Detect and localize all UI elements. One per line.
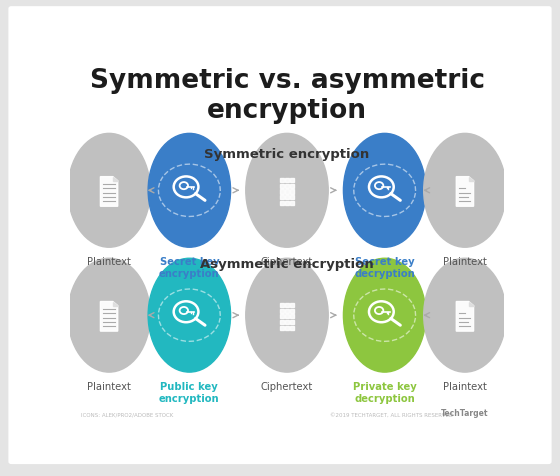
Ellipse shape (246, 134, 328, 248)
Polygon shape (456, 177, 474, 207)
Bar (280, 320, 283, 325)
Polygon shape (100, 302, 118, 331)
Text: TechTarget: TechTarget (441, 408, 489, 417)
Bar (280, 190, 283, 194)
Bar (291, 196, 294, 200)
Text: Asymmetric encryption: Asymmetric encryption (200, 258, 374, 271)
Polygon shape (456, 302, 474, 331)
Ellipse shape (424, 134, 506, 248)
Bar (285, 184, 289, 188)
Bar (291, 320, 294, 325)
Bar (285, 201, 289, 206)
Bar (291, 190, 294, 194)
Ellipse shape (148, 134, 231, 248)
Bar (280, 326, 283, 330)
Text: Ciphertext: Ciphertext (261, 381, 313, 391)
Text: Plaintext: Plaintext (443, 257, 487, 267)
Bar (280, 184, 283, 188)
Bar (280, 309, 283, 313)
Bar (285, 303, 289, 307)
Ellipse shape (68, 134, 150, 248)
Bar (285, 326, 289, 330)
Ellipse shape (68, 259, 150, 372)
Bar (291, 326, 294, 330)
Ellipse shape (246, 259, 328, 372)
Ellipse shape (343, 134, 426, 248)
Polygon shape (469, 302, 474, 306)
Bar (285, 190, 289, 194)
Ellipse shape (424, 259, 506, 372)
Polygon shape (113, 302, 118, 306)
Bar (285, 320, 289, 325)
Bar (291, 178, 294, 183)
Polygon shape (469, 177, 474, 181)
Bar (291, 315, 294, 319)
Polygon shape (113, 177, 118, 181)
Text: Plaintext: Plaintext (87, 381, 131, 391)
Bar (280, 196, 283, 200)
Bar (291, 303, 294, 307)
Bar (280, 201, 283, 206)
Bar (291, 184, 294, 188)
Text: Secret key
encryption: Secret key encryption (159, 257, 220, 278)
Text: Symmetric encryption: Symmetric encryption (204, 148, 370, 161)
Text: Plaintext: Plaintext (87, 257, 131, 267)
Text: ©2019 TECHTARGET, ALL RIGHTS RESERVED: ©2019 TECHTARGET, ALL RIGHTS RESERVED (330, 412, 454, 417)
Bar (285, 315, 289, 319)
Bar (285, 196, 289, 200)
Bar (291, 201, 294, 206)
Bar (280, 303, 283, 307)
Text: Secret key
decryption: Secret key decryption (354, 257, 415, 278)
Bar (291, 309, 294, 313)
Bar (280, 178, 283, 183)
Text: Plaintext: Plaintext (443, 381, 487, 391)
Ellipse shape (343, 259, 426, 372)
Ellipse shape (148, 259, 231, 372)
Text: ICONS: ALEK/PRO2/ADOBE STOCK: ICONS: ALEK/PRO2/ADOBE STOCK (81, 412, 173, 417)
Bar (285, 178, 289, 183)
Bar (280, 315, 283, 319)
Polygon shape (100, 177, 118, 207)
Bar (285, 309, 289, 313)
Text: Symmetric vs. asymmetric
encryption: Symmetric vs. asymmetric encryption (90, 68, 484, 124)
Text: Ciphertext: Ciphertext (261, 257, 313, 267)
Text: Private key
decryption: Private key decryption (353, 381, 417, 403)
Text: Public key
encryption: Public key encryption (159, 381, 220, 403)
